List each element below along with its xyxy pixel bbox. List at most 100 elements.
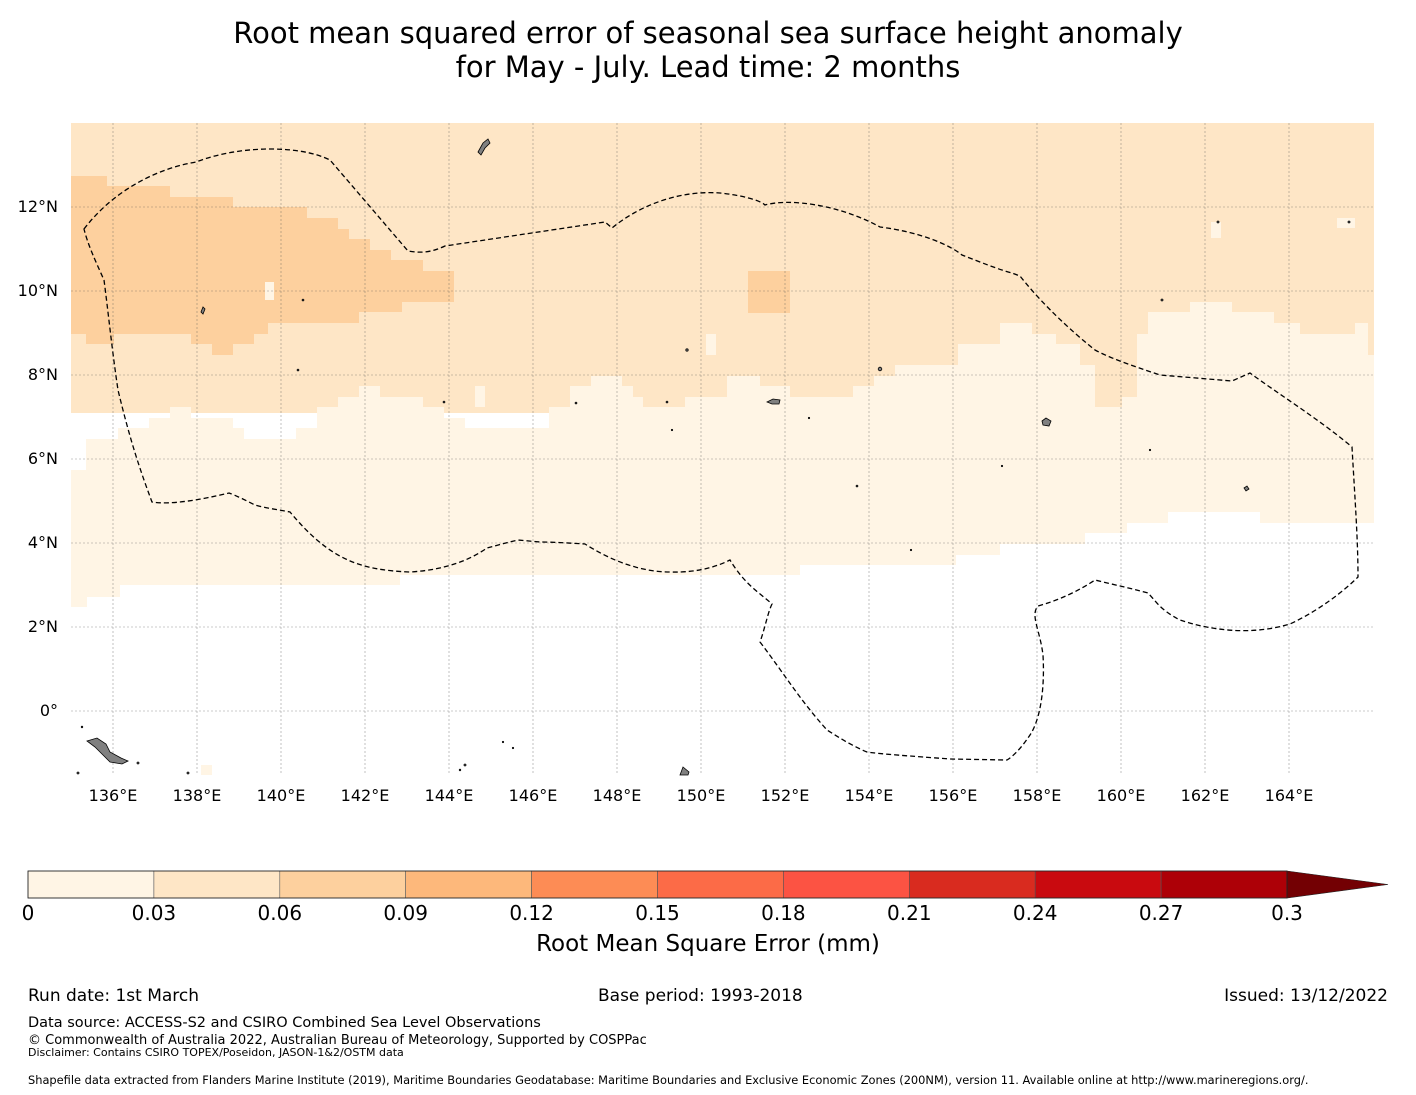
- field-low-dot-2: [706, 334, 716, 355]
- yap-island: [200, 306, 206, 315]
- colorbar-tick-label: 0.12: [509, 901, 554, 925]
- islet: [909, 548, 913, 552]
- lat-label: 10°N: [17, 281, 58, 300]
- colorbar-segment: [531, 870, 658, 899]
- lon-label: 142°E: [340, 786, 390, 805]
- field-low-dot-5: [1337, 218, 1355, 228]
- colorbar-segment: [783, 870, 910, 899]
- colorbar-segment: [405, 870, 532, 899]
- map-title-line1: Root mean squared error of seasonal sea …: [233, 16, 1183, 50]
- colorbar-tick-label: 0.03: [131, 901, 177, 925]
- lon-label: 146°E: [508, 786, 558, 805]
- copyright: © Commonwealth of Australia 2022, Austra…: [28, 1033, 647, 1048]
- islet: [1160, 298, 1164, 302]
- colorbar-tick-label: 0.06: [257, 901, 303, 925]
- islet: [1216, 220, 1220, 224]
- colorbar-segment: [27, 870, 155, 899]
- islet: [458, 768, 462, 772]
- lat-label: 2°N: [27, 617, 58, 636]
- lon-label: 162°E: [1180, 786, 1230, 805]
- islet: [665, 400, 669, 404]
- lat-label: 4°N: [27, 533, 58, 552]
- islet: [685, 348, 689, 352]
- islet: [807, 416, 811, 420]
- manus-island: [86, 737, 129, 765]
- lat-label: 12°N: [17, 197, 58, 216]
- colorbar-segment: [1160, 870, 1288, 899]
- colorbar-tick-label: 0.18: [761, 901, 806, 925]
- islet: [186, 771, 190, 775]
- field-low-dot-4: [1211, 222, 1221, 238]
- colorbar-segment: [279, 870, 406, 899]
- islet: [574, 401, 578, 405]
- islet: [463, 763, 467, 767]
- colorbar-tick-label: 0.21: [887, 901, 932, 925]
- kosrae-island: [1243, 485, 1250, 492]
- data-source: Data source: ACCESS-S2 and CSIRO Combine…: [28, 1015, 541, 1031]
- colorbar-label: Root Mean Square Error (mm): [536, 931, 880, 957]
- shapefile-credit: Shapefile data extracted from Flanders M…: [28, 1073, 1309, 1087]
- colorbar-extend-arrow: [1286, 870, 1389, 899]
- lon-label: 160°E: [1096, 786, 1146, 805]
- islet: [1148, 448, 1152, 452]
- islet: [296, 368, 300, 372]
- field-low-dot-3: [265, 282, 274, 300]
- chuuk-island: [766, 398, 781, 405]
- islet: [1000, 464, 1004, 468]
- islet: [76, 771, 80, 775]
- field-low-dot-6: [201, 765, 212, 775]
- colorbar-tick-label: 0.24: [1012, 901, 1058, 925]
- field-low-dot-1: [475, 386, 485, 407]
- colorbar-tick-label: 0: [21, 901, 35, 925]
- issued-date: Issued: 13/12/2022: [1224, 986, 1388, 1006]
- eez-boundary: [83, 148, 1359, 761]
- field-high-west: [71, 176, 454, 355]
- lon-label: 152°E: [760, 786, 810, 805]
- lon-label: 140°E: [256, 786, 306, 805]
- lon-label: 158°E: [1012, 786, 1062, 805]
- colorbar-segment: [908, 870, 1036, 899]
- colorbar-tick-label: 0.27: [1138, 901, 1184, 925]
- colorbar-tick-label: 0.09: [383, 901, 428, 925]
- map-field: [71, 123, 1374, 775]
- lat-label: 8°N: [27, 365, 58, 384]
- colorbar-tick-label: 0.3: [1271, 901, 1303, 925]
- lat-label: 6°N: [27, 449, 58, 468]
- islet: [301, 298, 305, 302]
- colorbar-outline: [27, 870, 1288, 899]
- run-date: Run date: 1st March: [28, 986, 200, 1006]
- colorbar-segment: [1034, 870, 1162, 899]
- islet: [80, 725, 84, 729]
- islet: [877, 366, 883, 372]
- islet: [501, 740, 505, 744]
- islet: [136, 761, 140, 765]
- land-masses: [76, 138, 1351, 776]
- lon-label: 164°E: [1264, 786, 1314, 805]
- islet: [442, 400, 446, 404]
- pohnpei-island: [1041, 417, 1052, 427]
- base-period: Base period: 1993-2018: [598, 986, 803, 1006]
- colorbar-segment: [657, 870, 784, 899]
- map-gridlines: [71, 123, 1374, 775]
- islet: [670, 428, 674, 432]
- colorbar-segment: [153, 870, 281, 899]
- lon-label: 138°E: [172, 786, 222, 805]
- guam-island: [477, 138, 491, 156]
- islet: [855, 484, 859, 488]
- lon-label: 136°E: [88, 786, 138, 805]
- lon-label: 150°E: [676, 786, 726, 805]
- lon-label: 144°E: [424, 786, 474, 805]
- lon-label: 156°E: [928, 786, 978, 805]
- field-high-patch: [748, 271, 790, 313]
- lon-label: 148°E: [592, 786, 642, 805]
- lat-label: 0°: [39, 701, 58, 720]
- islet: [1347, 220, 1351, 224]
- map-title-line2: for May - July. Lead time: 2 months: [455, 50, 961, 84]
- disclaimer: Disclaimer: Contains CSIRO TOPEX/Poseido…: [28, 1046, 404, 1059]
- field-low-band: [71, 302, 1374, 607]
- colorbar: [27, 870, 1389, 899]
- colorbar-tick-label: 0.15: [635, 901, 680, 925]
- islet: [511, 746, 515, 750]
- new-ireland-tip: [679, 766, 690, 776]
